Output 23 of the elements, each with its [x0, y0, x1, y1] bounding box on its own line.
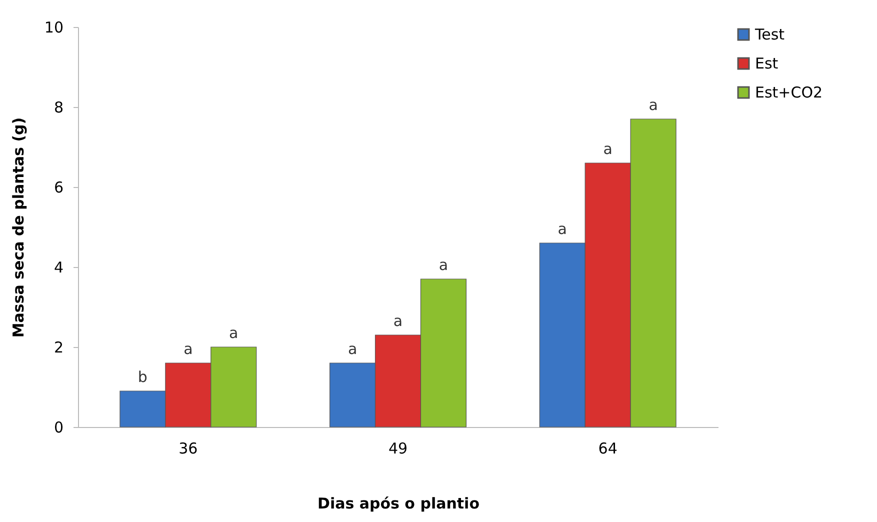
data-label: a	[438, 256, 448, 274]
y-axis-title: Massa seca de plantas (g)	[9, 117, 28, 338]
x-tick-label: 64	[598, 440, 618, 458]
data-label: a	[603, 140, 612, 158]
legend-label: Test	[754, 26, 785, 44]
x-axis-title: Dias após o plantio	[317, 494, 480, 512]
legend-label: Est+CO2	[755, 84, 823, 102]
data-label: a	[558, 220, 567, 238]
y-tick-label: 2	[54, 338, 64, 356]
y-tick-label: 4	[54, 258, 64, 276]
data-label: a	[393, 312, 403, 330]
y-tick-label: 6	[54, 178, 64, 196]
y-tick-label: 8	[54, 98, 64, 116]
legend-label: Est	[755, 54, 778, 72]
data-label: a	[184, 340, 193, 358]
x-tick-label: 36	[178, 440, 198, 458]
y-tick-label: 0	[54, 418, 64, 436]
data-label: b	[138, 368, 148, 386]
data-label: a	[229, 324, 238, 342]
x-tick-label: 49	[388, 440, 408, 458]
data-label: a	[648, 96, 658, 114]
y-tick-label: 10	[44, 18, 64, 36]
data-label: a	[348, 340, 358, 358]
